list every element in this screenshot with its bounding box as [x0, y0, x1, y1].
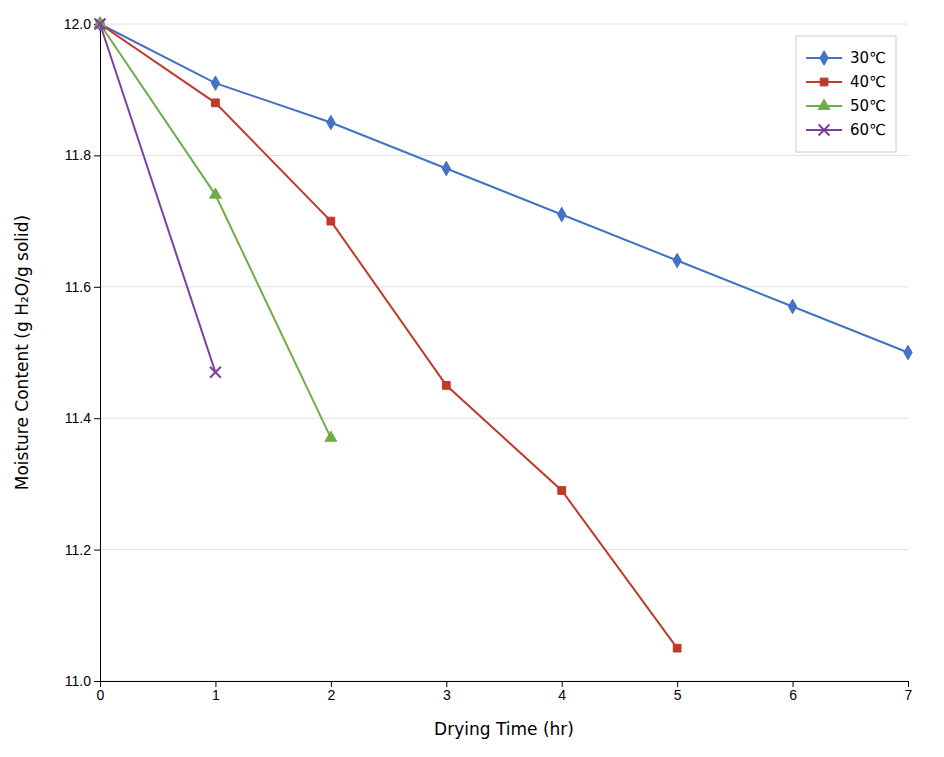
legend-item: 60℃: [806, 121, 886, 139]
series-marker: [442, 381, 450, 389]
x-tick-label: 7: [905, 687, 913, 703]
y-axis-title: Moisture Content (g H₂O/g solid): [12, 215, 32, 490]
series-marker: [327, 217, 335, 225]
plot: 0 1 2 3 4 5 6 7 11.0 11.2 11.4 11.6 11.8 12.0 30℃ 40℃ 50…: [64, 16, 913, 703]
x-tick: 4: [558, 681, 566, 703]
x-tick: 3: [443, 681, 451, 703]
legend-box: [796, 36, 896, 152]
y-tick-mark: [94, 681, 100, 682]
y-tick-mark: [94, 418, 100, 419]
chart: 0 1 2 3 4 5 6 7 11.0 11.2 11.4 11.6 11.8 12.0 30℃ 40℃ 50…: [0, 0, 944, 757]
legend-item: 30℃: [806, 49, 886, 67]
series-marker: [325, 431, 337, 441]
legend-label: 40℃: [850, 73, 886, 91]
series-marker: [95, 19, 106, 30]
x-tick: 0: [97, 681, 105, 703]
series-line: [100, 24, 331, 438]
series-marker: [673, 644, 681, 652]
y-tick: 11.4: [65, 410, 100, 426]
series-marker: [327, 115, 335, 129]
y-tick-label: 11.6: [65, 279, 91, 295]
y-tick: 11.0: [65, 673, 100, 689]
axis-domain: [94, 25, 101, 682]
x-tick: 1: [212, 681, 220, 703]
series-marker: [788, 299, 796, 313]
grid: [100, 24, 908, 681]
series: [96, 20, 681, 652]
series: [95, 19, 221, 378]
y-tick: 12.0: [64, 16, 100, 32]
series-line: [100, 24, 677, 648]
x-tick-label: 0: [97, 687, 105, 703]
series-marker: [212, 99, 220, 107]
marks: [94, 17, 912, 652]
legend-label: 60℃: [850, 121, 886, 139]
y-tick-mark: [94, 550, 100, 551]
grid-line: [100, 418, 908, 419]
series: [96, 17, 912, 360]
grid-line: [100, 155, 908, 156]
y-tick-label: 11.4: [65, 410, 91, 426]
x-tick-label: 4: [558, 687, 566, 703]
series-line: [100, 24, 908, 353]
legend-marker: [819, 125, 830, 136]
x-tick-label: 2: [327, 687, 335, 703]
x-tick-label: 1: [212, 687, 220, 703]
x-axis: 0 1 2 3 4 5 6 7: [97, 681, 913, 703]
legend-item: 40℃: [806, 73, 886, 91]
series-line: [100, 24, 215, 372]
series-marker: [558, 207, 566, 221]
axis-domain: [101, 682, 909, 688]
series-marker: [673, 253, 681, 267]
x-tick: 5: [674, 681, 682, 703]
x-tick: 6: [789, 681, 797, 703]
y-tick-mark: [94, 287, 100, 288]
y-tick-label: 11.2: [65, 542, 91, 558]
legend-label: 30℃: [850, 49, 886, 67]
legend-marker: [818, 99, 830, 109]
y-axis: 11.0 11.2 11.4 11.6 11.8 12.0: [64, 16, 101, 689]
series-marker: [442, 161, 450, 175]
x-tick-label: 5: [674, 687, 682, 703]
y-tick-label: 11.0: [65, 673, 91, 689]
series-marker: [558, 487, 566, 495]
y-tick: 11.2: [65, 542, 100, 558]
grid-line: [100, 24, 908, 25]
grid-line: [100, 549, 908, 550]
legend-item: 50℃: [806, 97, 886, 115]
legend-marker: [820, 51, 828, 65]
series: [94, 17, 337, 441]
x-tick-label: 3: [443, 687, 451, 703]
y-tick: 11.8: [65, 147, 100, 163]
x-tick-label: 6: [789, 687, 797, 703]
x-tick: 7: [905, 681, 913, 703]
legend: 30℃ 40℃ 50℃ 60℃: [796, 36, 896, 152]
series-marker: [210, 367, 221, 378]
y-tick-mark: [94, 155, 100, 156]
x-axis-title: Drying Time (hr): [434, 719, 574, 739]
x-tick: 2: [327, 681, 335, 703]
y-tick-label: 12.0: [64, 16, 91, 32]
series-marker: [210, 188, 222, 198]
legend-label: 50℃: [850, 97, 886, 115]
y-tick: 11.6: [65, 279, 100, 295]
y-tick-label: 11.8: [65, 147, 91, 163]
series-marker: [904, 345, 912, 359]
series-marker: [211, 76, 219, 90]
grid-line: [100, 286, 908, 287]
legend-marker: [820, 78, 828, 86]
